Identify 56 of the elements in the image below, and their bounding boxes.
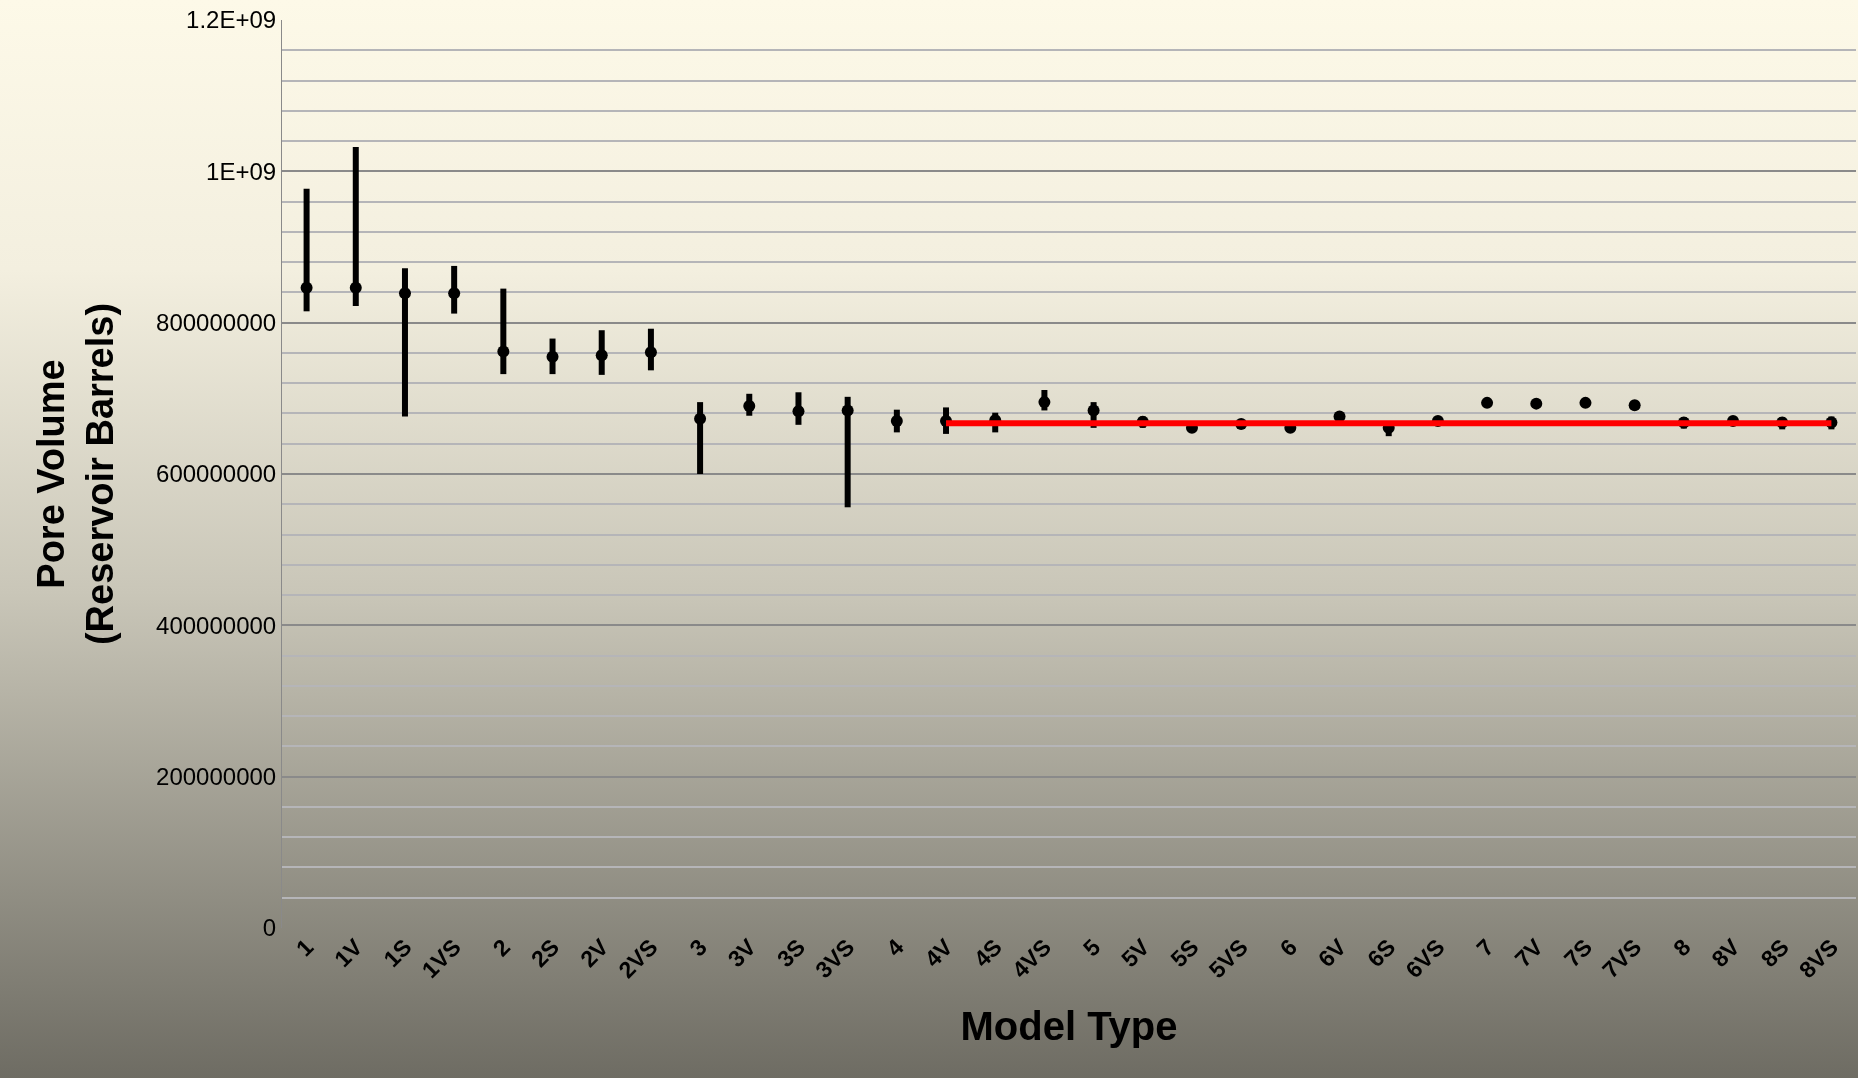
x-tick-label: 2VS [613, 933, 663, 983]
x-tick-label: 3S [771, 933, 811, 973]
x-tick-label: 4VS [1006, 933, 1057, 983]
x-tick-label: 2S [525, 933, 565, 973]
x-tick-label: 6VS [1400, 933, 1450, 983]
point [743, 399, 756, 412]
point [792, 405, 805, 418]
x-tick-label: 1VS [416, 933, 466, 983]
x-tick-label: 5V [1116, 933, 1155, 973]
y-tick-label: 200000000 [156, 763, 277, 791]
x-tick-label: 2V [575, 933, 614, 973]
x-tick-label: 6V [1312, 933, 1352, 973]
y-tick-label: 1.2E+09 [186, 6, 277, 34]
point [349, 281, 362, 294]
x-tick-label: 4V [919, 933, 959, 973]
point [1087, 404, 1100, 417]
x-tick-label: 6S [1362, 933, 1401, 973]
y-tick-label: 0 [262, 914, 277, 942]
y-tick-label: 800000000 [156, 309, 277, 337]
x-tick-label: 8VS [1793, 933, 1844, 983]
x-tick-label: 3VS [810, 933, 860, 983]
y-axis-title: Pore Volume (Reservoir Barrels) [29, 302, 122, 646]
x-tick-label: 8S [1755, 933, 1794, 973]
x-tick-label: 3V [722, 933, 762, 973]
point [300, 281, 313, 294]
point [448, 287, 461, 300]
point [1038, 396, 1051, 409]
point [644, 346, 657, 359]
x-tick-label: 1 [290, 933, 319, 962]
x-tick-label: 5VS [1203, 933, 1253, 983]
point [546, 350, 559, 363]
x-axis-title: Model Type [960, 1004, 1178, 1049]
x-tick-label: 5S [1165, 933, 1204, 973]
point [890, 415, 903, 428]
x-tick-label: 3 [684, 933, 712, 962]
x-tick-label: 7VS [1597, 933, 1647, 983]
point [841, 404, 854, 417]
point [694, 412, 707, 425]
x-tick-label: 5 [1077, 933, 1106, 962]
x-tick-label: 1S [378, 933, 417, 973]
x-tick-label: 7 [1471, 933, 1499, 962]
point [497, 345, 510, 358]
x-tick-label: 1V [329, 933, 368, 973]
x-tick-label: 4 [881, 933, 909, 962]
y-tick-label: 1E+09 [206, 157, 277, 185]
y-tick-label: 600000000 [156, 460, 277, 488]
x-tick-label: 2 [487, 933, 516, 962]
point [398, 287, 411, 300]
x-tick-label: 6 [1274, 933, 1303, 962]
point [595, 349, 608, 362]
y-tick-label: 400000000 [156, 611, 277, 639]
x-tick-label: 8 [1668, 933, 1696, 962]
x-tick-label: 4S [968, 933, 1007, 973]
x-tick-label: 8V [1706, 933, 1746, 973]
x-tick-label: 7V [1509, 933, 1549, 973]
x-tick-label: 7S [1558, 933, 1598, 973]
